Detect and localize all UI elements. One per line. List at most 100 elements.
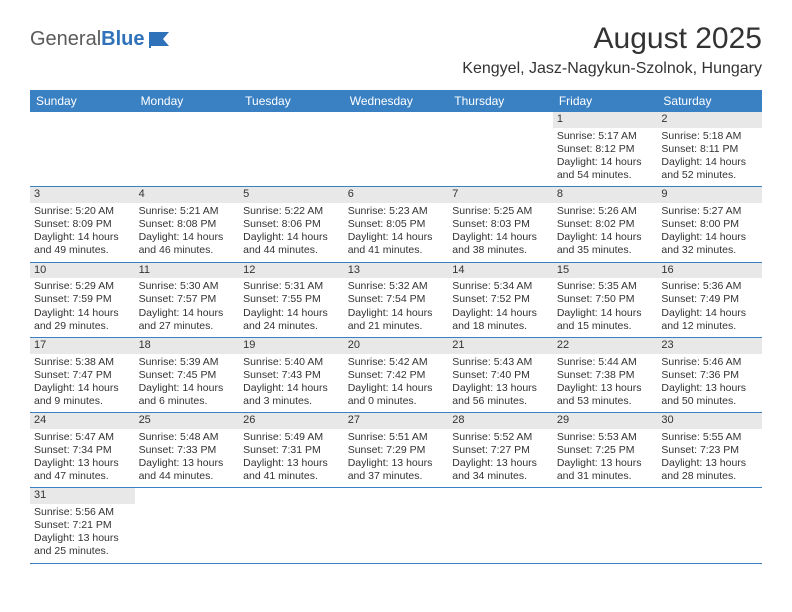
empty-cell — [448, 488, 553, 562]
day-cell: 7Sunrise: 5:25 AMSunset: 8:03 PMDaylight… — [448, 187, 553, 261]
day-cell: 29Sunrise: 5:53 AMSunset: 7:25 PMDayligh… — [553, 413, 658, 487]
day-number: 11 — [135, 263, 240, 279]
day-details: Sunrise: 5:26 AMSunset: 8:02 PMDaylight:… — [553, 203, 658, 262]
day-header-cell: Sunday — [30, 90, 135, 112]
day-cell: 5Sunrise: 5:22 AMSunset: 8:06 PMDaylight… — [239, 187, 344, 261]
logo: GeneralBlue — [30, 28, 175, 51]
day-details: Sunrise: 5:25 AMSunset: 8:03 PMDaylight:… — [448, 203, 553, 262]
day-number: 4 — [135, 187, 240, 203]
day-cell: 19Sunrise: 5:40 AMSunset: 7:43 PMDayligh… — [239, 338, 344, 412]
day-cell: 9Sunrise: 5:27 AMSunset: 8:00 PMDaylight… — [657, 187, 762, 261]
day-details: Sunrise: 5:52 AMSunset: 7:27 PMDaylight:… — [448, 429, 553, 488]
day-number: 28 — [448, 413, 553, 429]
day-number: 9 — [657, 187, 762, 203]
day-number: 17 — [30, 338, 135, 354]
day-cell: 3Sunrise: 5:20 AMSunset: 8:09 PMDaylight… — [30, 187, 135, 261]
day-cell: 12Sunrise: 5:31 AMSunset: 7:55 PMDayligh… — [239, 263, 344, 337]
month-title: August 2025 — [462, 22, 762, 56]
empty-cell — [344, 112, 449, 186]
day-cell: 28Sunrise: 5:52 AMSunset: 7:27 PMDayligh… — [448, 413, 553, 487]
day-cell: 6Sunrise: 5:23 AMSunset: 8:05 PMDaylight… — [344, 187, 449, 261]
week-row: 3Sunrise: 5:20 AMSunset: 8:09 PMDaylight… — [30, 187, 762, 262]
logo-blue: Blue — [101, 28, 144, 50]
location: Kengyel, Jasz-Nagykun-Szolnok, Hungary — [462, 60, 762, 78]
day-number: 1 — [553, 112, 658, 128]
day-details: Sunrise: 5:47 AMSunset: 7:34 PMDaylight:… — [30, 429, 135, 488]
day-details: Sunrise: 5:56 AMSunset: 7:21 PMDaylight:… — [30, 504, 135, 563]
day-details: Sunrise: 5:34 AMSunset: 7:52 PMDaylight:… — [448, 278, 553, 337]
day-cell: 2Sunrise: 5:18 AMSunset: 8:11 PMDaylight… — [657, 112, 762, 186]
day-number: 6 — [344, 187, 449, 203]
day-number: 24 — [30, 413, 135, 429]
day-number: 16 — [657, 263, 762, 279]
day-cell: 13Sunrise: 5:32 AMSunset: 7:54 PMDayligh… — [344, 263, 449, 337]
empty-cell — [448, 112, 553, 186]
day-header-cell: Wednesday — [344, 90, 449, 112]
day-details: Sunrise: 5:35 AMSunset: 7:50 PMDaylight:… — [553, 278, 658, 337]
day-header-cell: Tuesday — [239, 90, 344, 112]
day-details: Sunrise: 5:32 AMSunset: 7:54 PMDaylight:… — [344, 278, 449, 337]
day-number: 26 — [239, 413, 344, 429]
day-number: 29 — [553, 413, 658, 429]
day-header-row: SundayMondayTuesdayWednesdayThursdayFrid… — [30, 90, 762, 112]
day-number: 31 — [30, 488, 135, 504]
day-header-cell: Monday — [135, 90, 240, 112]
day-number: 8 — [553, 187, 658, 203]
day-cell: 30Sunrise: 5:55 AMSunset: 7:23 PMDayligh… — [657, 413, 762, 487]
day-details: Sunrise: 5:42 AMSunset: 7:42 PMDaylight:… — [344, 354, 449, 413]
day-details: Sunrise: 5:51 AMSunset: 7:29 PMDaylight:… — [344, 429, 449, 488]
day-number: 22 — [553, 338, 658, 354]
empty-cell — [30, 112, 135, 186]
week-row: 17Sunrise: 5:38 AMSunset: 7:47 PMDayligh… — [30, 338, 762, 413]
day-details: Sunrise: 5:31 AMSunset: 7:55 PMDaylight:… — [239, 278, 344, 337]
title-block: August 2025 Kengyel, Jasz-Nagykun-Szolno… — [462, 22, 762, 78]
day-cell: 26Sunrise: 5:49 AMSunset: 7:31 PMDayligh… — [239, 413, 344, 487]
day-cell: 15Sunrise: 5:35 AMSunset: 7:50 PMDayligh… — [553, 263, 658, 337]
day-details: Sunrise: 5:20 AMSunset: 8:09 PMDaylight:… — [30, 203, 135, 262]
day-cell: 23Sunrise: 5:46 AMSunset: 7:36 PMDayligh… — [657, 338, 762, 412]
day-details: Sunrise: 5:43 AMSunset: 7:40 PMDaylight:… — [448, 354, 553, 413]
week-row: 24Sunrise: 5:47 AMSunset: 7:34 PMDayligh… — [30, 413, 762, 488]
day-number: 19 — [239, 338, 344, 354]
day-details: Sunrise: 5:49 AMSunset: 7:31 PMDaylight:… — [239, 429, 344, 488]
day-number: 13 — [344, 263, 449, 279]
day-details: Sunrise: 5:22 AMSunset: 8:06 PMDaylight:… — [239, 203, 344, 262]
day-cell: 16Sunrise: 5:36 AMSunset: 7:49 PMDayligh… — [657, 263, 762, 337]
logo-text: GeneralBlue — [30, 28, 145, 51]
day-number: 7 — [448, 187, 553, 203]
day-details: Sunrise: 5:44 AMSunset: 7:38 PMDaylight:… — [553, 354, 658, 413]
empty-cell — [135, 488, 240, 562]
calendar: SundayMondayTuesdayWednesdayThursdayFrid… — [30, 90, 762, 564]
day-cell: 24Sunrise: 5:47 AMSunset: 7:34 PMDayligh… — [30, 413, 135, 487]
day-cell: 14Sunrise: 5:34 AMSunset: 7:52 PMDayligh… — [448, 263, 553, 337]
day-cell: 11Sunrise: 5:30 AMSunset: 7:57 PMDayligh… — [135, 263, 240, 337]
week-row: 10Sunrise: 5:29 AMSunset: 7:59 PMDayligh… — [30, 263, 762, 338]
day-number: 21 — [448, 338, 553, 354]
day-number: 5 — [239, 187, 344, 203]
empty-cell — [239, 112, 344, 186]
day-header-cell: Friday — [553, 90, 658, 112]
day-cell: 20Sunrise: 5:42 AMSunset: 7:42 PMDayligh… — [344, 338, 449, 412]
day-details: Sunrise: 5:55 AMSunset: 7:23 PMDaylight:… — [657, 429, 762, 488]
empty-cell — [135, 112, 240, 186]
day-header-cell: Thursday — [448, 90, 553, 112]
day-cell: 21Sunrise: 5:43 AMSunset: 7:40 PMDayligh… — [448, 338, 553, 412]
day-details: Sunrise: 5:27 AMSunset: 8:00 PMDaylight:… — [657, 203, 762, 262]
empty-cell — [344, 488, 449, 562]
day-details: Sunrise: 5:46 AMSunset: 7:36 PMDaylight:… — [657, 354, 762, 413]
day-details: Sunrise: 5:23 AMSunset: 8:05 PMDaylight:… — [344, 203, 449, 262]
day-number: 30 — [657, 413, 762, 429]
day-details: Sunrise: 5:40 AMSunset: 7:43 PMDaylight:… — [239, 354, 344, 413]
day-cell: 4Sunrise: 5:21 AMSunset: 8:08 PMDaylight… — [135, 187, 240, 261]
day-details: Sunrise: 5:30 AMSunset: 7:57 PMDaylight:… — [135, 278, 240, 337]
day-details: Sunrise: 5:36 AMSunset: 7:49 PMDaylight:… — [657, 278, 762, 337]
day-number: 15 — [553, 263, 658, 279]
day-cell: 10Sunrise: 5:29 AMSunset: 7:59 PMDayligh… — [30, 263, 135, 337]
day-cell: 27Sunrise: 5:51 AMSunset: 7:29 PMDayligh… — [344, 413, 449, 487]
empty-cell — [553, 488, 658, 562]
day-number: 10 — [30, 263, 135, 279]
day-number: 3 — [30, 187, 135, 203]
week-row: 1Sunrise: 5:17 AMSunset: 8:12 PMDaylight… — [30, 112, 762, 187]
day-cell: 8Sunrise: 5:26 AMSunset: 8:02 PMDaylight… — [553, 187, 658, 261]
day-number: 14 — [448, 263, 553, 279]
